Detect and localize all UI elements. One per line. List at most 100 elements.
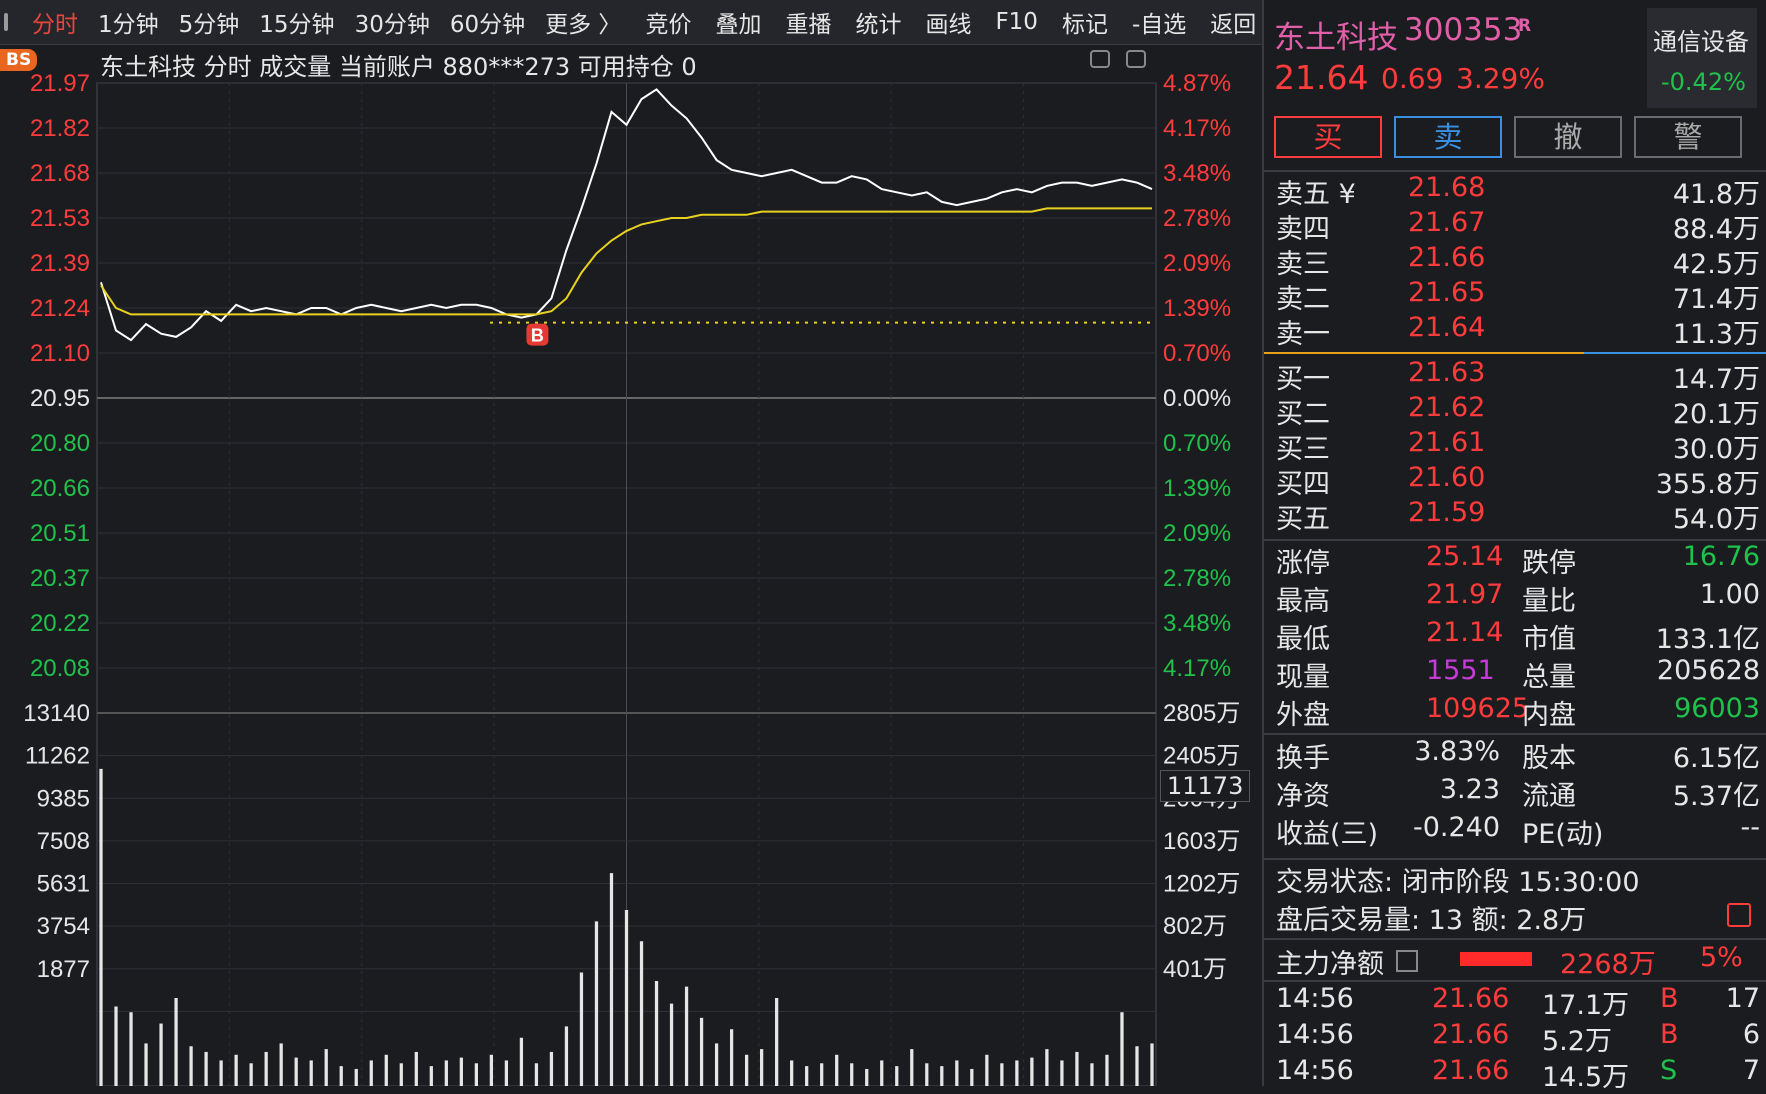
percent-tick-label: 3.48% <box>1163 160 1231 187</box>
percent-tick-label: 0.00% <box>1163 385 1231 412</box>
ask-label: 卖三 <box>1276 249 1330 280</box>
percent-tick-label: 2.78% <box>1163 205 1231 232</box>
bid-row[interactable]: 买二 21.62 20.1万 <box>1276 392 1760 430</box>
tick-side: B <box>1660 983 1679 1014</box>
divider <box>1264 170 1766 172</box>
tab-30min[interactable]: 30分钟 <box>354 12 430 38</box>
bid-ask-divider <box>1264 352 1584 354</box>
bs-toggle-badge[interactable]: BS <box>0 49 38 71</box>
tab-15min[interactable]: 15分钟 <box>259 12 335 38</box>
list-icon[interactable] <box>1396 950 1418 972</box>
stat-value: -0.240 <box>1412 812 1500 843</box>
main-net-label: 主力净额 <box>1276 949 1384 980</box>
bid-row[interactable]: 买四 21.60 355.8万 <box>1276 462 1760 500</box>
amount-tick-label: 802万 <box>1163 913 1227 940</box>
tab-more[interactable]: 更多 〉 <box>545 12 622 38</box>
price-tick-label: 21.39 <box>30 250 90 277</box>
volume-tick-label: 3754 <box>37 913 90 940</box>
margin-r-badge: R <box>1518 16 1532 36</box>
stat-row[interactable]: 涨停 25.14 跌停 16.76 <box>1276 541 1760 579</box>
bid-row[interactable]: 买五 21.59 54.0万 <box>1276 497 1760 535</box>
amount-axis-right: 2805万2405万2004万1603万1202万802万401万 <box>1163 700 1240 983</box>
tab-5min[interactable]: 5分钟 <box>178 12 240 38</box>
bid-volume: 20.1万 <box>1672 399 1760 430</box>
sell-button[interactable]: 卖 <box>1394 116 1502 158</box>
tick-time: 14:56 <box>1276 983 1354 1014</box>
overlay-button[interactable]: 叠加 <box>715 12 762 38</box>
ask-label: 卖四 <box>1276 214 1330 245</box>
panel-toggle-icon[interactable] <box>1126 50 1146 68</box>
tab-1min[interactable]: 1分钟 <box>98 12 159 38</box>
stat-label: 市值 <box>1522 624 1576 655</box>
tick-time: 14:56 <box>1276 1019 1354 1050</box>
f10-button[interactable]: F10 <box>995 9 1038 35</box>
replay-button[interactable]: 重播 <box>785 12 832 38</box>
back-button[interactable]: 返回 <box>1210 12 1257 38</box>
stat-label: 净资 <box>1276 781 1330 812</box>
ask-row[interactable]: 卖四 21.67 88.4万 <box>1276 207 1760 245</box>
stat-value: -- <box>1740 812 1761 843</box>
tick-row[interactable]: 14:56 21.66 17.1万 B 17 <box>1276 983 1760 1021</box>
stat-row[interactable]: 外盘 109625 内盘 96003 <box>1276 693 1760 731</box>
chart-info-line: 东土科技 分时 成交量 当前账户 880***273 可用持仓 0 <box>100 53 697 81</box>
stat-row[interactable]: 现量 1551 总量 205628 <box>1276 655 1760 693</box>
divider <box>1264 858 1766 860</box>
tab-60min[interactable]: 60分钟 <box>449 12 526 38</box>
avg-price-line <box>100 207 1152 316</box>
price-tick-label: 20.51 <box>30 520 90 547</box>
stat-label: 涨停 <box>1276 548 1330 579</box>
stat-value: 5.37亿 <box>1672 781 1760 812</box>
stat-row[interactable]: 净资 3.23 流通 5.37亿 <box>1276 774 1760 812</box>
main-net-value: 2268万 <box>1560 949 1656 980</box>
remove-watchlist-button[interactable]: -自选 <box>1131 12 1187 38</box>
stat-label: 内盘 <box>1522 700 1576 731</box>
expand-icon[interactable] <box>1090 50 1110 68</box>
cancel-order-button[interactable]: 撤 <box>1514 116 1622 158</box>
sidebar-toggle-icon[interactable] <box>4 13 8 31</box>
mark-button[interactable]: 标记 <box>1061 12 1108 38</box>
tick-price: 21.66 <box>1432 1019 1510 1050</box>
price-tick-label: 20.66 <box>30 475 90 502</box>
stats-button[interactable]: 统计 <box>855 12 902 38</box>
price-tick-label: 20.08 <box>30 655 90 682</box>
volume-tick-label: 13140 <box>23 700 90 727</box>
bar-chart-icon[interactable] <box>1727 903 1751 927</box>
stat-label: 外盘 <box>1276 700 1330 731</box>
volume-axis-left: 13140 11262 9385 7508 5631 3754 1877 <box>23 700 90 983</box>
bid-ask-divider-right <box>1584 352 1766 354</box>
tick-volume: 17.1万 <box>1542 990 1630 1021</box>
buy-button[interactable]: 买 <box>1274 116 1382 158</box>
amount-tick-label: 1202万 <box>1163 871 1240 898</box>
stat-row[interactable]: 最高 21.97 量比 1.00 <box>1276 579 1760 617</box>
alert-button[interactable]: 警 <box>1634 116 1742 158</box>
ask-row[interactable]: 卖一 21.64 11.3万 <box>1276 312 1760 350</box>
stat-value: 16.76 <box>1682 541 1760 572</box>
ask-volume: 11.3万 <box>1672 319 1760 350</box>
price-tick-label: 20.22 <box>30 610 90 637</box>
price-tick-label: 20.80 <box>30 430 90 457</box>
ask-row[interactable]: 卖三 21.66 42.5万 <box>1276 242 1760 280</box>
stat-row[interactable]: 收益(三) -0.240 PE(动) -- <box>1276 812 1761 850</box>
main-net-pct: 5% <box>1700 942 1743 973</box>
percent-tick-label: 0.70% <box>1163 430 1231 457</box>
percent-tick-label: 4.17% <box>1163 115 1231 142</box>
ask-row[interactable]: 卖五 ¥ 21.68 41.8万 <box>1276 172 1760 210</box>
stat-row[interactable]: 最低 21.14 市值 133.1亿 <box>1276 617 1760 655</box>
stat-row[interactable]: 换手 3.83% 股本 6.15亿 <box>1276 736 1760 774</box>
tick-row[interactable]: 14:56 21.66 5.2万 B 6 <box>1276 1019 1760 1057</box>
ask-volume: 42.5万 <box>1672 249 1760 280</box>
stat-value: 21.14 <box>1426 617 1504 648</box>
auction-button[interactable]: 竞价 <box>645 12 692 38</box>
stat-label: 换手 <box>1276 743 1330 774</box>
tab-intraday[interactable]: 分时 <box>32 12 78 38</box>
percent-tick-label: 3.48% <box>1163 610 1231 637</box>
intraday-chart[interactable]: 21.97 21.82 21.68 21.53 21.39 21.24 21.10 20.95… <box>0 0 1262 1086</box>
price-tick-label: 21.10 <box>30 340 90 367</box>
sector-box[interactable]: 通信设备 -0.42% <box>1647 8 1757 108</box>
stat-value: 133.1亿 <box>1655 624 1760 655</box>
bid-row[interactable]: 买一 21.63 14.7万 <box>1276 357 1760 395</box>
ask-row[interactable]: 卖二 21.65 71.4万 <box>1276 277 1760 315</box>
draw-line-button[interactable]: 画线 <box>925 12 972 38</box>
main-net-bar <box>1460 952 1532 966</box>
bid-row[interactable]: 买三 21.61 30.0万 <box>1276 427 1760 465</box>
